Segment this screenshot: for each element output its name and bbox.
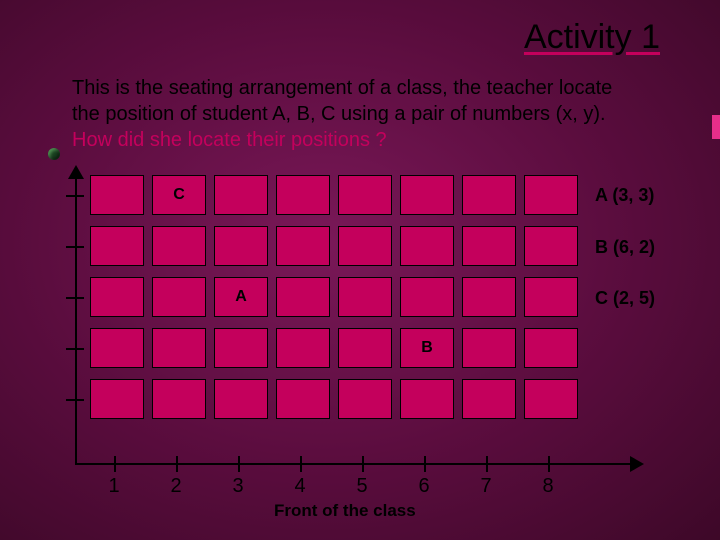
bullet-icon	[48, 148, 60, 160]
seat	[276, 277, 330, 317]
intro-plain: This is the seating arrangement of a cla…	[72, 77, 612, 125]
x-label: 2	[170, 475, 181, 498]
seat	[276, 175, 330, 215]
y-tick	[66, 348, 84, 350]
x-label: 3	[232, 475, 243, 498]
seat	[214, 379, 268, 419]
intro-text: This is the seating arrangement of a cla…	[72, 75, 642, 153]
x-tick	[176, 456, 178, 472]
seat	[90, 328, 144, 368]
seat: C	[152, 175, 206, 215]
seat	[400, 226, 454, 266]
seat	[276, 379, 330, 419]
x-axis-arrow-icon	[630, 456, 644, 472]
page-title: Activity 1	[524, 18, 660, 57]
x-label: 6	[418, 475, 429, 498]
seat	[90, 277, 144, 317]
x-tick	[300, 456, 302, 472]
seat	[276, 328, 330, 368]
seat	[400, 277, 454, 317]
edge-decoration	[712, 115, 720, 139]
seat	[214, 226, 268, 266]
seating-chart: CAB 12345678 Front of the class A (3, 3)…	[70, 175, 690, 515]
x-axis	[75, 463, 635, 465]
seat	[462, 175, 516, 215]
seat	[400, 175, 454, 215]
seat	[338, 277, 392, 317]
x-label: 8	[542, 475, 553, 498]
seat	[524, 379, 578, 419]
y-tick	[66, 195, 84, 197]
coord-label: B (6, 2)	[595, 237, 655, 258]
seat	[90, 379, 144, 419]
x-label: 1	[108, 475, 119, 498]
seat	[462, 277, 516, 317]
x-label: 7	[480, 475, 491, 498]
x-tick	[424, 456, 426, 472]
seat	[462, 226, 516, 266]
seat	[462, 328, 516, 368]
seat	[90, 175, 144, 215]
x-tick	[362, 456, 364, 472]
seat	[276, 226, 330, 266]
seat	[338, 226, 392, 266]
y-axis-arrow-icon	[68, 165, 84, 179]
seat	[524, 226, 578, 266]
x-tick	[486, 456, 488, 472]
seat	[152, 277, 206, 317]
seat	[338, 379, 392, 419]
y-axis	[75, 175, 77, 465]
seat	[338, 328, 392, 368]
seat	[462, 379, 516, 419]
x-tick	[548, 456, 550, 472]
y-tick	[66, 297, 84, 299]
coord-label: C (2, 5)	[595, 288, 655, 309]
seat	[90, 226, 144, 266]
seat	[152, 379, 206, 419]
seat	[152, 328, 206, 368]
x-tick	[114, 456, 116, 472]
seat	[214, 175, 268, 215]
x-label: 5	[356, 475, 367, 498]
coord-label: A (3, 3)	[595, 185, 654, 206]
y-tick	[66, 399, 84, 401]
seat	[524, 277, 578, 317]
seat	[214, 328, 268, 368]
x-tick	[238, 456, 240, 472]
seat: A	[214, 277, 268, 317]
x-label: 4	[294, 475, 305, 498]
front-label: Front of the class	[274, 501, 416, 521]
y-tick	[66, 246, 84, 248]
seat: B	[400, 328, 454, 368]
seat	[524, 328, 578, 368]
seat	[400, 379, 454, 419]
intro-question: How did she locate their positions ?	[72, 129, 387, 151]
seat	[152, 226, 206, 266]
seat	[524, 175, 578, 215]
seat	[338, 175, 392, 215]
